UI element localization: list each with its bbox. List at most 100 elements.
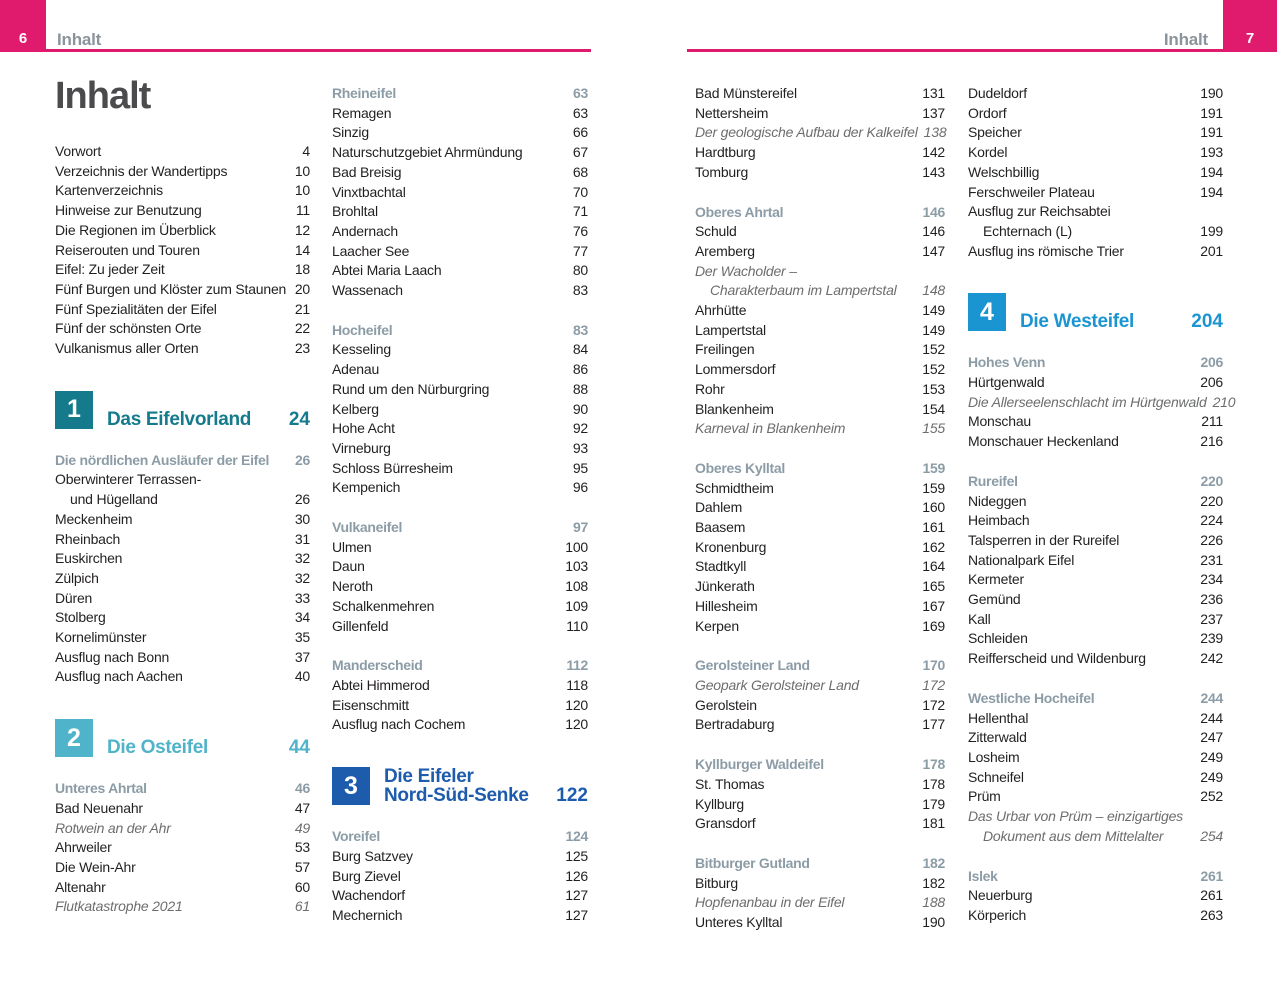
toc-entry: Monschau 211	[968, 412, 1223, 432]
entry-page-number: 11	[295, 202, 310, 219]
entry-page-number: 226	[1200, 531, 1223, 548]
toc-entry: Ausflug nach Bonn 37	[55, 648, 310, 668]
entry-title: Ausflug ins römische Trier	[968, 242, 1124, 259]
entry-page-number: 137	[922, 104, 945, 121]
entry-page-number: 34	[294, 609, 310, 626]
toc-column-2: Rheineifel 63 Remagen 63 Sinzig 66 Naturschutz…	[332, 84, 588, 926]
entry-title: Reifferscheid und Wildenburg	[968, 650, 1146, 667]
entry-title: Brohltal	[332, 203, 378, 220]
entry-title: Flutkatastrophe 2021	[55, 898, 183, 915]
entry-page-number: 242	[1200, 650, 1223, 667]
entry-title: Der Wacholder –	[695, 262, 797, 279]
entry-page-number: 14	[294, 241, 310, 258]
entry-title: Lampertstal	[695, 321, 766, 338]
toc-entry: Adenau 86	[332, 360, 588, 380]
entry-title: Laacher See	[332, 242, 410, 259]
toc-entry: Vinxtbachtal 70	[332, 183, 588, 203]
entry-page-number: 49	[294, 819, 310, 836]
entry-title: Die Wein-Ahr	[55, 858, 136, 875]
toc-entry: Hinweise zur Benutzung 11	[55, 201, 310, 221]
entry-page-number: 109	[565, 597, 588, 614]
toc-entry: Talsperren in der Rureifel 226	[968, 531, 1223, 551]
entry-title: Ahrhütte	[695, 302, 747, 319]
entry-page-number: 23	[294, 340, 310, 357]
entry-title: Ferschweiler Plateau	[968, 183, 1095, 200]
section-title: Hocheifel	[332, 321, 393, 338]
toc-entry: Baasem 161	[695, 518, 945, 538]
entry-page-number: 127	[565, 887, 588, 904]
toc-section-heading: Kyllburger Waldeifel 178	[695, 755, 945, 775]
entry-page-number: 254	[1200, 827, 1223, 844]
entry-page-number: 125	[565, 847, 588, 864]
toc-entry: Meckenheim 30	[55, 510, 310, 530]
entry-page-number: 152	[922, 361, 945, 378]
toc-entry: Prüm 252	[968, 787, 1223, 807]
toc-entry: Andernach 76	[332, 222, 588, 242]
entry-title: Aremberg	[695, 242, 755, 259]
entry-page-number: 190	[1200, 85, 1223, 101]
entry-title: Sinzig	[332, 124, 369, 141]
section-title: Kyllburger Waldeifel	[695, 756, 824, 773]
toc-entry: Hürtgenwald 206	[968, 373, 1223, 393]
chapter-number: 2	[67, 723, 81, 752]
toc-entry: Welschbillig 194	[968, 163, 1223, 183]
entry-title: Fünf der schönsten Orte	[55, 320, 202, 337]
toc-entry: Neroth 108	[332, 577, 588, 597]
toc-entry: Hardtburg 142	[695, 143, 945, 163]
entry-title: Rund um den Nürburgring	[332, 380, 490, 397]
entry-title: St. Thomas	[695, 775, 765, 792]
toc-entry: Zülpich 32	[55, 569, 310, 589]
entry-page-number: 70	[572, 183, 588, 200]
entry-title: Talsperren in der Rureifel	[968, 531, 1120, 548]
toc-entry: Kesseling 84	[332, 340, 588, 360]
toc-entry: Stolberg 34	[55, 608, 310, 628]
entry-page-number: 86	[572, 361, 588, 378]
entry-page-number: 84	[572, 341, 588, 358]
toc-entry: Monschauer Heckenland 216	[968, 432, 1223, 452]
entry-page-number: 120	[565, 716, 588, 733]
entry-title: Gemünd	[968, 591, 1021, 608]
entry-title: Mechernich	[332, 906, 403, 923]
running-head-right: Inhalt	[1163, 30, 1208, 49]
toc-blocks-3: Bad Münstereifel 131 Nettersheim 137 Der geo…	[695, 84, 947, 933]
entry-page-number: 33	[294, 589, 310, 606]
toc-entry: Bad Neuenahr 47	[55, 799, 310, 819]
toc-entry: Eifel: Zu jeder Zeit 18	[55, 260, 310, 280]
section-title: Oberes Ahrtal	[695, 203, 784, 220]
toc-entry: Rotwein an der Ahr 49	[55, 819, 310, 839]
toc-section-heading: Hohes Venn 206	[968, 353, 1223, 373]
toc-entry: Schuld 146	[695, 222, 945, 242]
toc-blocks-2: Rheineifel 63 Remagen 63 Sinzig 66 Naturschutz…	[332, 84, 588, 926]
toc-section-heading: Unteres Ahrtal 46	[55, 779, 310, 799]
toc-entry: Kempenich 96	[332, 478, 588, 498]
entry-title: Hellenthal	[968, 709, 1029, 726]
entry-page-number: 22	[294, 320, 310, 337]
chapter-page-number: 44	[288, 737, 310, 759]
entry-title: Stadtkyll	[695, 558, 747, 575]
toc-chapter-heading: 4 Die Westeifel 204	[968, 293, 1223, 332]
entry-title: Das Urbar von Prüm – einzigartiges	[968, 808, 1183, 825]
entry-title: Ahrweiler	[55, 839, 112, 856]
section-page-number: 178	[922, 756, 946, 773]
toc-entry: Düren 33	[55, 589, 310, 609]
toc-entry: Kyllburg 179	[695, 795, 945, 815]
toc-section-heading: Rureifel 220	[968, 472, 1223, 492]
toc-section-heading: Manderscheid 112	[332, 656, 588, 676]
entry-page-number: 249	[1200, 748, 1223, 765]
section-title: Oberes Kylltal	[695, 459, 785, 476]
entry-page-number: 193	[1200, 144, 1223, 161]
entry-title: Echternach (L)	[983, 222, 1073, 239]
entry-page-number: 26	[294, 491, 310, 508]
entry-page-number: 179	[922, 795, 945, 812]
toc-column-3: Bad Münstereifel 131 Nettersheim 137 Der geo…	[695, 84, 947, 933]
entry-title: Oberwinterer Terrassen-	[55, 471, 202, 488]
toc-entry: Die Allerseelenschlacht im Hürtgenwald 21…	[968, 393, 1236, 413]
toc-entry: Abtei Himmerod 118	[332, 676, 588, 696]
entry-title: Ausflug nach Aachen	[55, 668, 183, 685]
entry-page-number: 35	[294, 629, 310, 646]
section-page-number: 112	[566, 657, 588, 674]
entry-title: Adenau	[332, 361, 380, 378]
entry-page-number: 32	[294, 550, 310, 567]
entry-title: Ausflug nach Bonn	[55, 648, 170, 665]
toc-section-heading: Islek 261	[968, 867, 1223, 887]
